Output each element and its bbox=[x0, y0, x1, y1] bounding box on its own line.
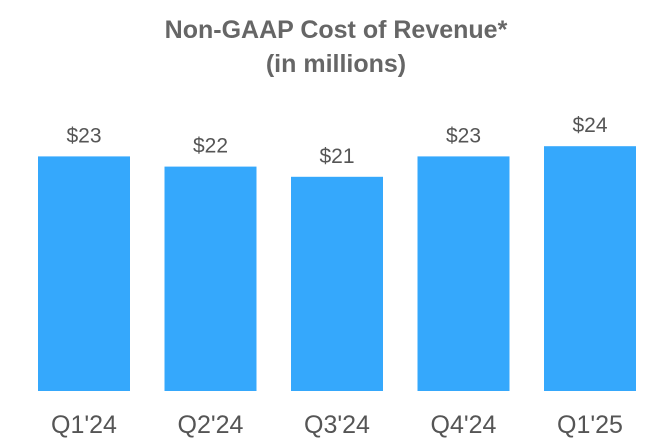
value-label-4: $24 bbox=[572, 114, 607, 137]
chart-title: Non-GAAP Cost of Revenue* bbox=[164, 16, 508, 44]
value-label-2: $21 bbox=[319, 145, 354, 168]
value-label-1: $22 bbox=[193, 135, 228, 158]
category-label-3: Q4'24 bbox=[431, 411, 497, 439]
category-label-0: Q1'24 bbox=[51, 411, 117, 439]
category-label-2: Q3'24 bbox=[304, 411, 370, 439]
chart-subtitle: (in millions) bbox=[265, 50, 407, 78]
value-label-3: $23 bbox=[446, 124, 481, 147]
category-label-1: Q2'24 bbox=[178, 411, 244, 439]
bar-3 bbox=[417, 156, 510, 391]
category-label-4: Q1'25 bbox=[557, 411, 623, 439]
bar-0 bbox=[38, 156, 130, 391]
value-label-0: $23 bbox=[66, 124, 101, 147]
bar-2 bbox=[291, 176, 383, 391]
bar-1 bbox=[164, 166, 257, 391]
bar-4 bbox=[544, 146, 636, 391]
